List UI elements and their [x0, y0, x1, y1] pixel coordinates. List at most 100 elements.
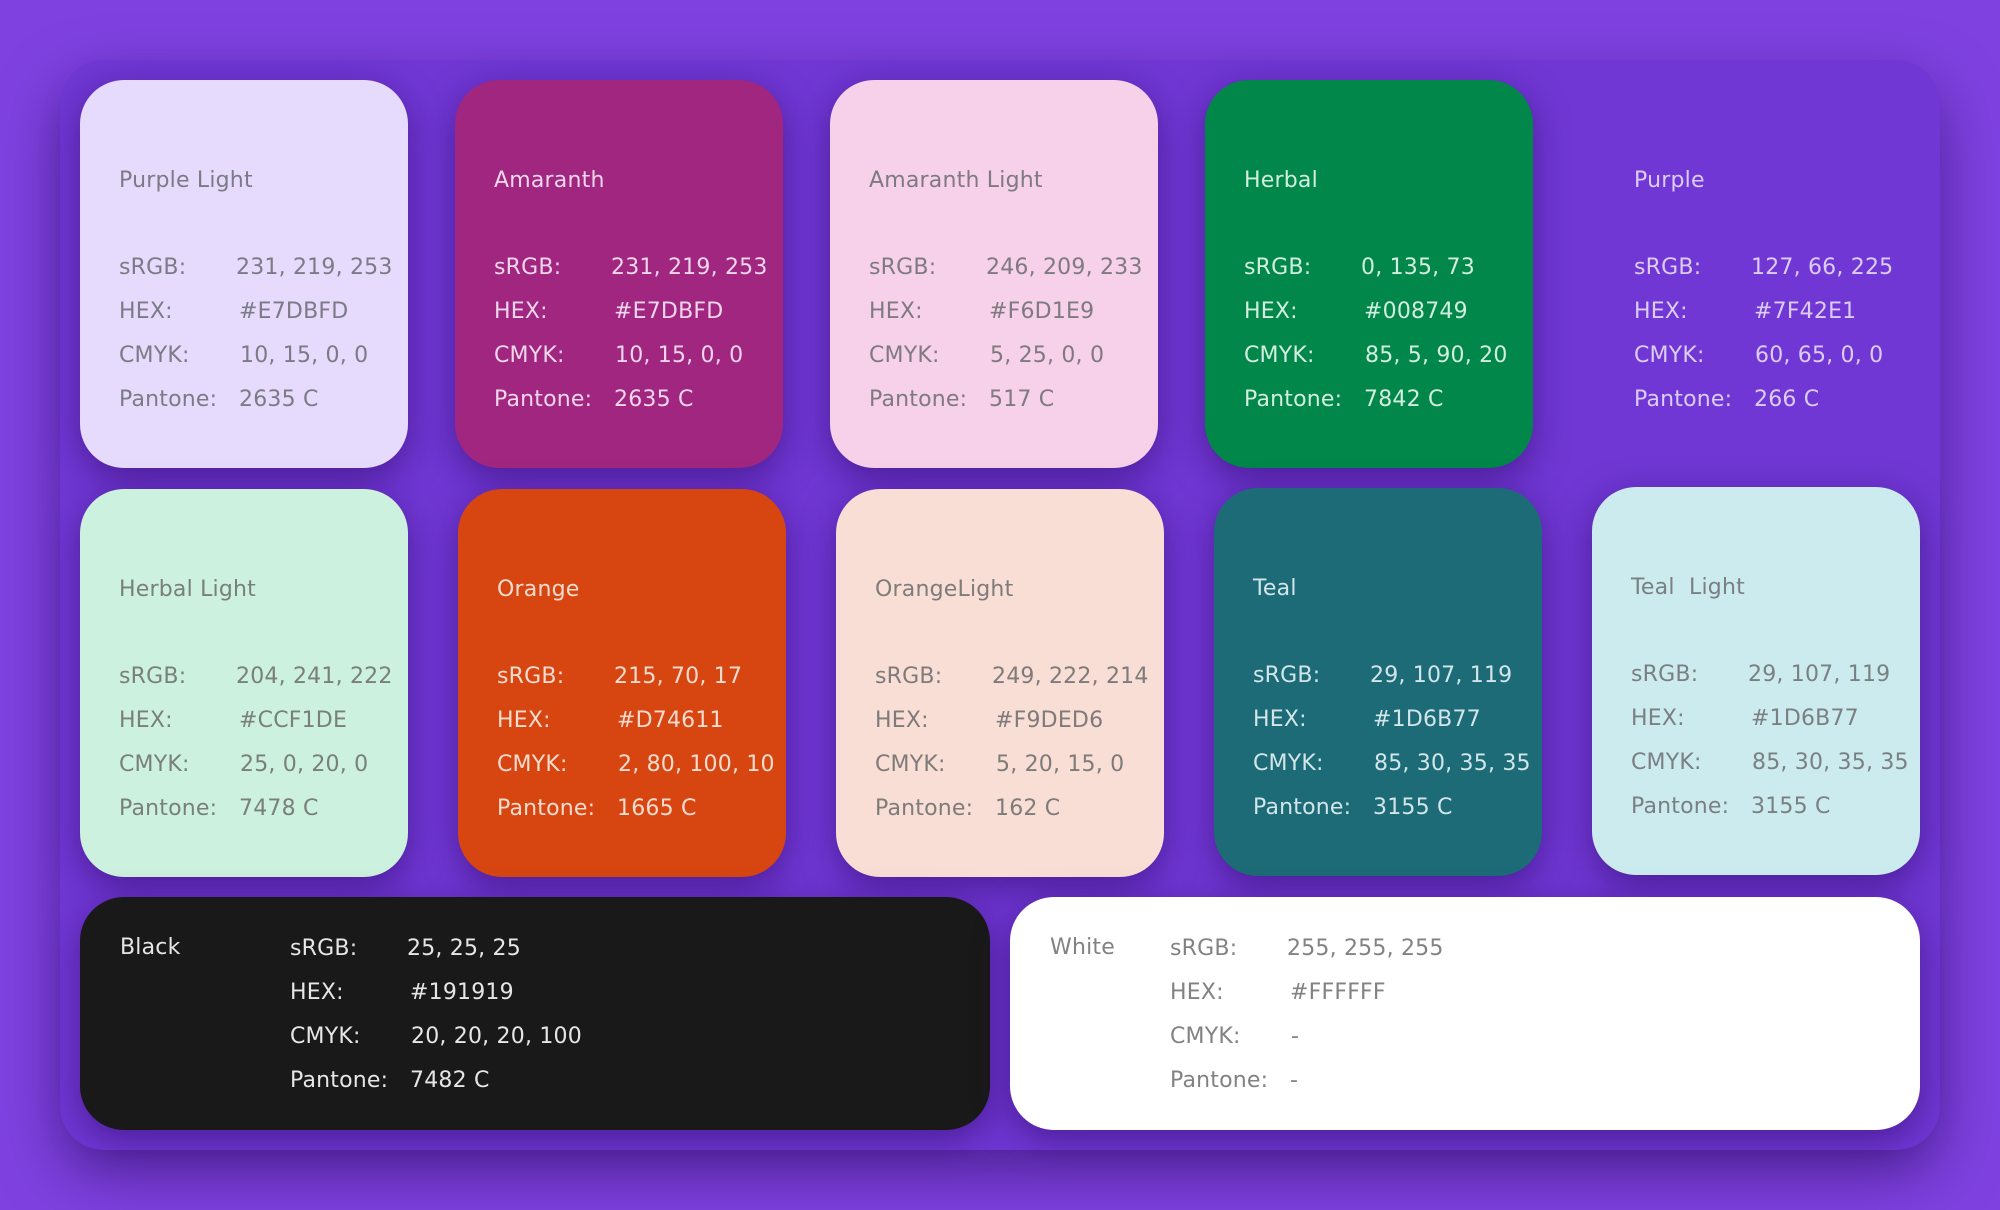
hex-value: #7F42E1	[1754, 299, 1857, 324]
color-card-amaranth: Amaranth sRGB: 231, 219, 253 HEX: #E7DBFD …	[455, 80, 783, 468]
pantone-label: Pantone:	[119, 796, 218, 821]
pantone-value: -	[1290, 1068, 1299, 1093]
pantone-label: Pantone:	[290, 1068, 389, 1093]
color-card-white: White sRGB: 255, 255, 255 HEX: #FFFFFF CMY…	[1010, 897, 1920, 1130]
hex-value: #1D6B77	[1373, 707, 1481, 732]
hex-label: HEX:	[119, 708, 173, 733]
hex-value: #D74611	[617, 708, 724, 733]
hex-value: #E7DBFD	[239, 299, 349, 324]
hex-label: HEX:	[290, 980, 344, 1005]
srgb-label: sRGB:	[875, 664, 943, 689]
pantone-value: 7478 C	[239, 796, 319, 821]
pantone-value: 1665 C	[617, 796, 697, 821]
color-card-amaranth-light: Amaranth Light sRGB: 246, 209, 233 HEX: #F…	[830, 80, 1158, 468]
cmyk-label: CMYK:	[1634, 343, 1705, 368]
pantone-value: 162 C	[995, 796, 1061, 821]
cmyk-value: 85, 5, 90, 20	[1365, 343, 1508, 368]
srgb-value: 255, 255, 255	[1287, 936, 1444, 961]
cmyk-label: CMYK:	[869, 343, 940, 368]
hex-label: HEX:	[494, 299, 548, 324]
pantone-label: Pantone:	[494, 387, 593, 412]
cmyk-label: CMYK:	[119, 752, 190, 777]
pantone-value: 517 C	[989, 387, 1055, 412]
srgb-label: sRGB:	[119, 664, 187, 689]
cmyk-value: 10, 15, 0, 0	[615, 343, 744, 368]
hex-value: #E7DBFD	[614, 299, 724, 324]
pantone-label: Pantone:	[875, 796, 974, 821]
srgb-value: 127, 66, 225	[1751, 255, 1894, 280]
cmyk-value: 85, 30, 35, 35	[1374, 751, 1531, 776]
color-name: Amaranth	[494, 168, 605, 193]
pantone-label: Pantone:	[869, 387, 968, 412]
hex-value: #CCF1DE	[239, 708, 348, 733]
color-name: Herbal Light	[119, 577, 256, 602]
srgb-label: sRGB:	[497, 664, 565, 689]
pantone-label: Pantone:	[497, 796, 596, 821]
pantone-value: 3155 C	[1373, 795, 1453, 820]
cmyk-label: CMYK:	[494, 343, 565, 368]
hex-value: #008749	[1364, 299, 1468, 324]
hex-label: HEX:	[1170, 980, 1224, 1005]
hex-label: HEX:	[1253, 707, 1307, 732]
palette-panel: Purple Light sRGB: 231, 219, 253 HEX: #E7D…	[60, 60, 1940, 1150]
srgb-value: 215, 70, 17	[614, 664, 743, 689]
pantone-value: 2635 C	[239, 387, 319, 412]
cmyk-value: 5, 20, 15, 0	[996, 752, 1125, 777]
pantone-value: 7842 C	[1364, 387, 1444, 412]
hex-value: #1D6B77	[1751, 706, 1859, 731]
srgb-label: sRGB:	[1634, 255, 1702, 280]
srgb-label: sRGB:	[869, 255, 937, 280]
srgb-value: 25, 25, 25	[407, 936, 521, 961]
pantone-value: 3155 C	[1751, 794, 1831, 819]
cmyk-value: 5, 25, 0, 0	[990, 343, 1105, 368]
cmyk-value: 20, 20, 20, 100	[411, 1024, 582, 1049]
cmyk-value: 25, 0, 20, 0	[240, 752, 369, 777]
pantone-label: Pantone:	[1631, 794, 1730, 819]
color-name: Purple	[1634, 168, 1705, 193]
color-name: Teal	[1253, 576, 1297, 601]
srgb-label: sRGB:	[290, 936, 358, 961]
hex-label: HEX:	[869, 299, 923, 324]
pantone-label: Pantone:	[1634, 387, 1733, 412]
color-name: Purple Light	[119, 168, 253, 193]
color-name: Black	[120, 935, 181, 960]
cmyk-value: 2, 80, 100, 10	[618, 752, 775, 777]
hex-value: #F6D1E9	[989, 299, 1095, 324]
cmyk-label: CMYK:	[119, 343, 190, 368]
color-name: Teal Light	[1631, 575, 1745, 600]
cmyk-label: CMYK:	[1631, 750, 1702, 775]
pantone-value: 7482 C	[410, 1068, 490, 1093]
srgb-label: sRGB:	[119, 255, 187, 280]
srgb-value: 0, 135, 73	[1361, 255, 1475, 280]
srgb-value: 29, 107, 119	[1748, 662, 1891, 687]
color-name: Orange	[497, 577, 580, 602]
pantone-value: 2635 C	[614, 387, 694, 412]
color-name: Amaranth Light	[869, 168, 1043, 193]
color-name: OrangeLight	[875, 577, 1014, 602]
hex-value: #191919	[410, 980, 514, 1005]
color-name: Herbal	[1244, 168, 1318, 193]
cmyk-label: CMYK:	[1170, 1024, 1241, 1049]
srgb-value: 231, 219, 253	[611, 255, 768, 280]
cmyk-label: CMYK:	[1244, 343, 1315, 368]
cmyk-label: CMYK:	[875, 752, 946, 777]
srgb-label: sRGB:	[1631, 662, 1699, 687]
hex-label: HEX:	[1244, 299, 1298, 324]
color-card-herbal: Herbal sRGB: 0, 135, 73 HEX: #008749 CMYK:…	[1205, 80, 1533, 468]
hex-label: HEX:	[1631, 706, 1685, 731]
hex-label: HEX:	[119, 299, 173, 324]
hex-label: HEX:	[875, 708, 929, 733]
color-card-black: Black sRGB: 25, 25, 25 HEX: #191919 CMYK: 2…	[80, 897, 990, 1130]
cmyk-label: CMYK:	[290, 1024, 361, 1049]
cmyk-value: 85, 30, 35, 35	[1752, 750, 1909, 775]
srgb-value: 249, 222, 214	[992, 664, 1149, 689]
hex-value: #F9DED6	[995, 708, 1104, 733]
color-card-purple-light: Purple Light sRGB: 231, 219, 253 HEX: #E7D…	[80, 80, 408, 468]
srgb-value: 29, 107, 119	[1370, 663, 1513, 688]
srgb-value: 246, 209, 233	[986, 255, 1143, 280]
color-card-purple: Purple sRGB: 127, 66, 225 HEX: #7F42E1 CMY…	[1595, 80, 1923, 468]
color-card-teal: Teal sRGB: 29, 107, 119 HEX: #1D6B77 CMYK:…	[1214, 488, 1542, 876]
cmyk-value: 10, 15, 0, 0	[240, 343, 369, 368]
pantone-label: Pantone:	[1253, 795, 1352, 820]
srgb-label: sRGB:	[494, 255, 562, 280]
